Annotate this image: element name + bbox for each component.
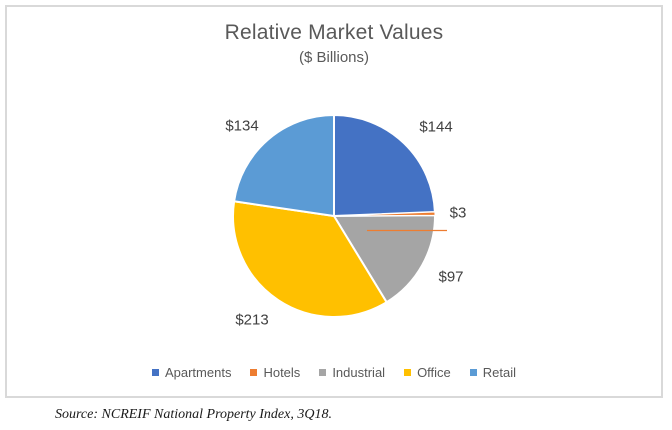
legend-item-retail: Retail [469, 364, 517, 380]
pie-slice-retail [232, 113, 335, 218]
pie-slices [232, 113, 437, 318]
legend-label: Hotels [263, 364, 301, 380]
legend-swatch-icon [250, 368, 258, 376]
legend-label: Apartments [164, 364, 232, 380]
pie-slice-industrial [332, 214, 437, 304]
data-label-industrial: $97 [438, 268, 464, 286]
pie-slice-apartments [333, 113, 436, 218]
legend-item-hotels: Hotels [250, 365, 300, 380]
chart-title: Relative Market Values [224, 21, 444, 44]
legend: Apartments Hotels Industrial Office Retail [5, 363, 663, 381]
chart-subtitle: ($ Billions) [298, 49, 370, 66]
data-label-retail: $134 [225, 117, 259, 135]
data-label-office: $213 [235, 311, 269, 329]
pie-slice-office [232, 200, 388, 318]
legend-label: Retail [482, 364, 517, 380]
legend-item-industrial: Industrial [319, 365, 385, 380]
legend-label: Industrial [332, 364, 386, 380]
pie-slice-hotels [333, 211, 436, 217]
source-note: Source: NCREIF National Property Index, … [55, 407, 332, 422]
data-label-hotels: $3 [449, 204, 467, 222]
legend-item-office: Office [404, 365, 451, 380]
legend-swatch-icon [319, 368, 327, 376]
legend-item-apartments: Apartments [151, 364, 232, 380]
legend-swatch-icon [151, 368, 159, 376]
data-label-apartments: $144 [419, 118, 453, 136]
legend-swatch-icon [469, 368, 477, 376]
legend-swatch-icon [404, 368, 412, 376]
legend-label: Office [417, 364, 451, 380]
